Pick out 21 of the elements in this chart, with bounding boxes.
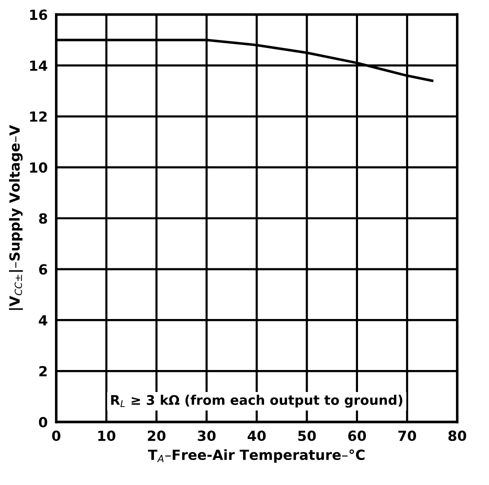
x-tick-label: 60 bbox=[348, 430, 366, 442]
x-tick-label: 80 bbox=[448, 430, 466, 442]
x-tick-label: 50 bbox=[298, 430, 316, 442]
x-tick-label: 40 bbox=[248, 430, 266, 442]
y-tick-label: 6 bbox=[39, 264, 48, 275]
x-axis-title: T$_{A}$–Free-Air Temperature–°C bbox=[148, 449, 365, 463]
x-tick-label: 30 bbox=[198, 430, 216, 442]
y-tick-label: 2 bbox=[39, 366, 47, 376]
y-tick-label: 14 bbox=[30, 60, 48, 71]
x-tick-label: 10 bbox=[98, 430, 116, 442]
y-tick-label: 0 bbox=[38, 416, 48, 428]
y-tick-label: 16 bbox=[30, 10, 48, 20]
y-tick-label: 4 bbox=[38, 315, 48, 326]
x-tick-label: 20 bbox=[148, 430, 166, 442]
x-tick-label: 0 bbox=[52, 430, 60, 442]
y-tick-label: 8 bbox=[39, 213, 48, 224]
annotation: R$_{L}$ ≥ 3 kΩ (from each output to ground) bbox=[111, 394, 402, 408]
y-tick-label: 12 bbox=[30, 111, 47, 122]
x-tick-label: 70 bbox=[398, 430, 416, 442]
y-tick-label: 10 bbox=[30, 162, 48, 173]
y-axis-title: |V$_{CC±}$|–Supply Voltage–V bbox=[8, 125, 23, 310]
